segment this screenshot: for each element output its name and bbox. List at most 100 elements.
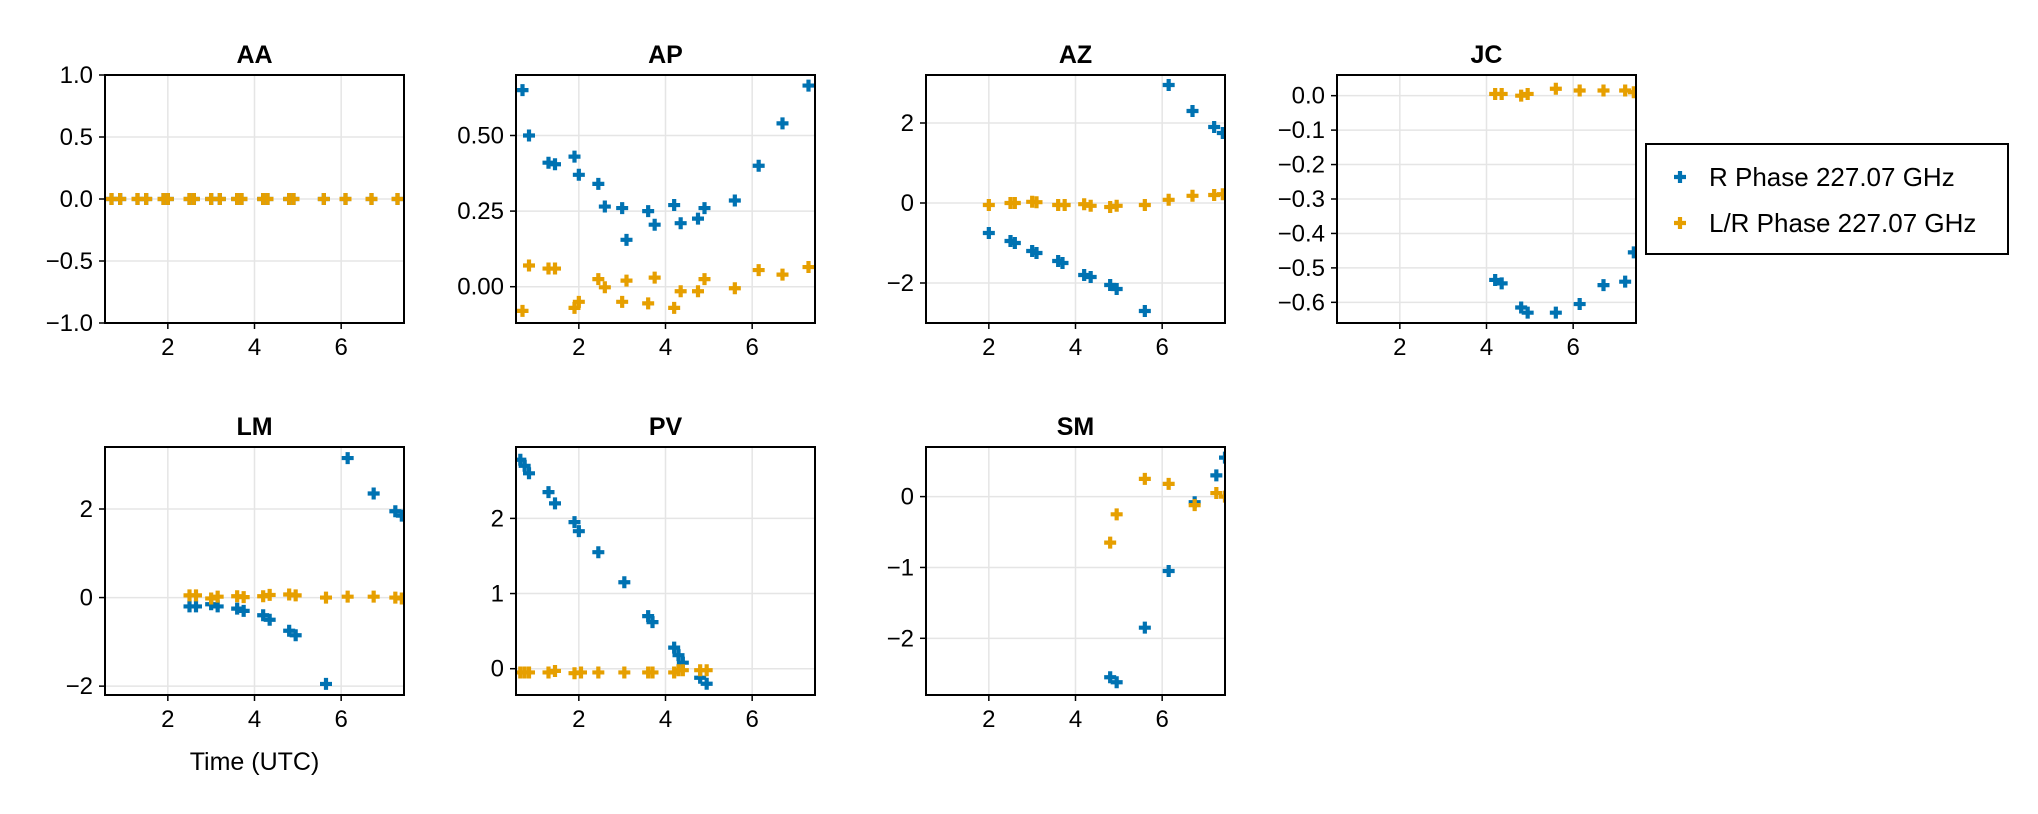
r-phase-point [1104, 279, 1117, 291]
y-tick-label: −1.0 [46, 310, 93, 337]
lr-phase-point [523, 666, 535, 679]
x-tick-label: 2 [1393, 334, 1406, 361]
r-phase-point [1515, 301, 1528, 314]
lr-phase-point [289, 589, 302, 602]
lr-phase-point [1138, 472, 1151, 485]
x-tick-label: 6 [1566, 334, 1579, 361]
r-phase-point [518, 459, 531, 472]
r-phase-point [592, 177, 605, 190]
lr-phase-point [1216, 188, 1225, 201]
r-phase-point [389, 505, 402, 518]
lr-phase-point [1058, 199, 1071, 211]
r-phase-point [1489, 273, 1502, 286]
y-tick-label: 2 [491, 505, 504, 532]
lr-phase-point [1573, 84, 1586, 97]
subplot-title: LM [236, 413, 272, 441]
lr-phase-point [674, 285, 687, 298]
r-phase-point [1104, 671, 1117, 684]
r-phase-point [516, 84, 529, 97]
y-tick-label: 0 [80, 585, 93, 612]
lr-phase-point [140, 193, 153, 205]
points-layer [982, 79, 1225, 317]
r-phase-point [341, 452, 354, 465]
r-phase-point [1162, 565, 1175, 577]
plot-frame [515, 446, 816, 696]
legend-box [1645, 143, 2009, 255]
subplot-title: AP [648, 41, 683, 69]
r-phase-point [1216, 127, 1225, 139]
lr-phase-point [575, 666, 587, 679]
lr-phase-point [1188, 499, 1201, 512]
lr-phase-point [213, 193, 226, 205]
lr-phase-point [190, 589, 202, 602]
lr-phase-point [982, 199, 995, 211]
r-phase-point [568, 150, 581, 163]
y-tick-label: 0.5 [60, 124, 93, 151]
r-phase-point [549, 497, 561, 510]
subplot-pv: PV 2 4 6 0 1 2 [491, 413, 816, 733]
r-phase-point [776, 117, 789, 130]
r-phase-point [1495, 277, 1508, 290]
lr-phase-point [1110, 199, 1123, 212]
r-phase-point [549, 158, 561, 171]
lr-phase-point [261, 193, 274, 205]
lr-phase-point [1110, 508, 1123, 521]
y-tick-label: 0 [901, 190, 914, 217]
lr-phase-point [676, 664, 689, 677]
plot-frame [925, 74, 1226, 324]
plot-frame [1336, 74, 1637, 324]
r-phase-point [1138, 621, 1151, 634]
lr-phase-point [1219, 490, 1225, 503]
subplot-title: SM [1057, 413, 1095, 441]
lr-phase-point [1521, 87, 1534, 100]
subplot-title: PV [649, 413, 683, 441]
lr-phase-point [1186, 189, 1199, 202]
lr-phase-point [114, 193, 127, 205]
subplot-lm: LM 2 4 6 −2 0 2 Time (UTC) [66, 413, 405, 776]
y-tick-label: −0.5 [1278, 255, 1325, 282]
r-phase-point [568, 516, 581, 529]
r-phase-point [523, 129, 535, 142]
r-phase-point [1030, 247, 1043, 259]
r-phase-point [1219, 451, 1225, 464]
r-phase-point [1138, 305, 1151, 317]
lr-phase-point [1138, 199, 1151, 211]
x-tick-label: 4 [1480, 334, 1493, 361]
legend-entry-label: L/R Phase 227.07 GHz [1709, 208, 1976, 238]
r-phase-point [616, 202, 629, 215]
lr-phase-point [1549, 82, 1562, 95]
lr-phase-point [523, 259, 535, 272]
lr-phase-point [1162, 477, 1175, 490]
x-tick-label: 6 [334, 706, 347, 733]
x-tick-label: 4 [248, 706, 261, 733]
plot-frame [925, 446, 1226, 696]
lr-phase-point [646, 666, 659, 679]
y-tick-label: 2 [901, 110, 914, 137]
lr-phase-point [187, 193, 200, 205]
lr-phase-point [365, 193, 378, 205]
points-layer [516, 453, 713, 690]
subplot-title: JC [1471, 41, 1503, 69]
points-layer [1489, 82, 1636, 319]
x-tick-label: 4 [659, 334, 672, 361]
lr-phase-point [692, 285, 704, 298]
r-phase-point [542, 486, 555, 499]
r-phase-point [672, 649, 685, 662]
lr-phase-point [235, 193, 248, 205]
subplot-sm: SM 2 4 6 −2 −1 0 [887, 413, 1226, 733]
points-layer [516, 79, 815, 317]
legend: R Phase 227.07 GHz L/R Phase 227.07 GHz [1645, 143, 2009, 255]
r-phase-point [592, 546, 605, 559]
x-tick-label: 6 [334, 334, 347, 361]
x-tick-label: 4 [1069, 334, 1082, 361]
x-tick-label: 6 [1155, 334, 1168, 361]
r-phase-point [231, 602, 244, 615]
y-tick-label: −2 [887, 625, 914, 652]
r-phase-point [257, 609, 270, 622]
y-tick-label: −0.3 [1278, 186, 1325, 213]
lr-phase-point [287, 193, 300, 205]
lr-phase-point [391, 193, 404, 205]
lr-phase-point [317, 193, 330, 205]
r-phase-point [572, 525, 585, 538]
